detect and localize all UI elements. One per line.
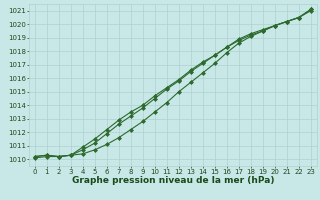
X-axis label: Graphe pression niveau de la mer (hPa): Graphe pression niveau de la mer (hPa) <box>72 176 274 185</box>
